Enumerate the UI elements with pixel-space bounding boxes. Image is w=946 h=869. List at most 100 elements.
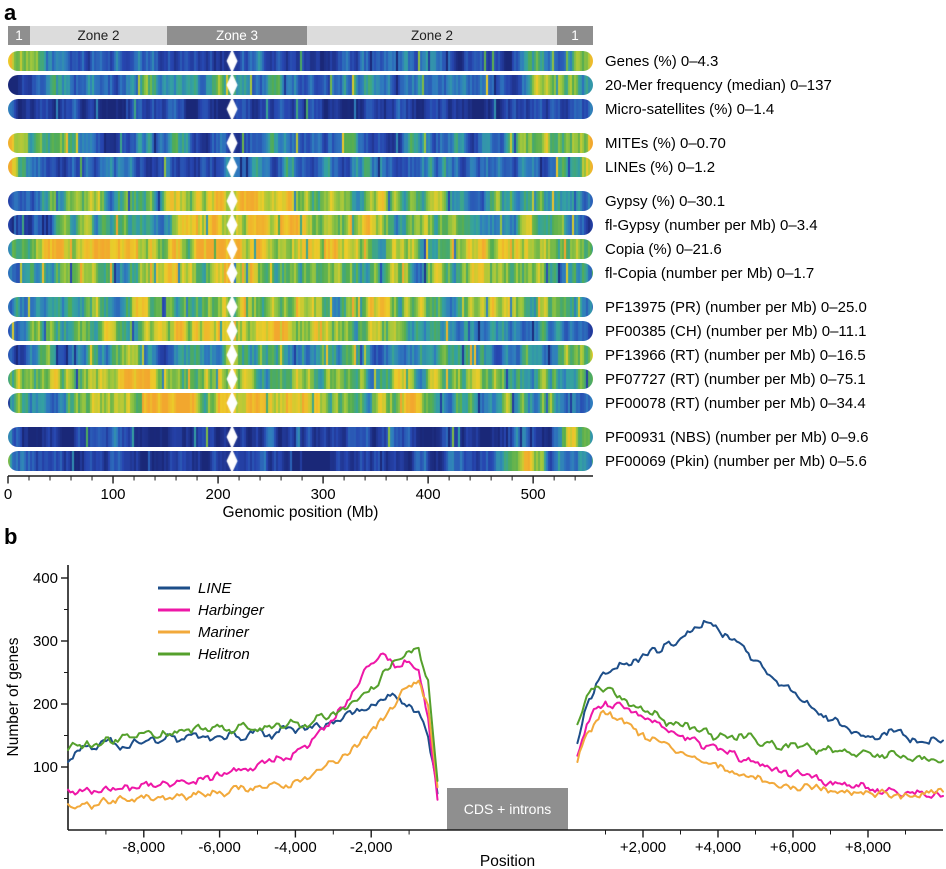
heatmap-canvas xyxy=(8,393,593,413)
heatmap-track xyxy=(8,369,593,389)
heatmap-track xyxy=(8,321,593,341)
heatmap-track xyxy=(8,297,593,317)
heatmap-canvas xyxy=(8,75,593,95)
track-row: PF13975 (PR) (number per Mb) 0–25.0 xyxy=(8,297,946,317)
heatmap-canvas xyxy=(8,345,593,365)
series-line-harbinger xyxy=(576,700,944,799)
x-tick-label: -2,000 xyxy=(350,839,393,856)
heatmap-track xyxy=(8,133,593,153)
track-label: PF00069 (Pkin) (number per Mb) 0–5.6 xyxy=(605,452,867,470)
heatmap-canvas xyxy=(8,99,593,119)
y-tick-label: 200 xyxy=(33,696,58,713)
series-line-helitron xyxy=(576,685,944,764)
track-row: Copia (%) 0–21.6 xyxy=(8,239,946,259)
track-row: PF07727 (RT) (number per Mb) 0–75.1 xyxy=(8,369,946,389)
track-label: PF00931 (NBS) (number per Mb) 0–9.6 xyxy=(605,428,869,446)
heatmap-canvas xyxy=(8,321,593,341)
zone-segment: Zone 2 xyxy=(306,26,557,45)
y-tick-label: 400 xyxy=(33,570,58,587)
zone-segment: 1 xyxy=(556,26,593,45)
series-line-mariner xyxy=(67,679,439,810)
heatmap-canvas xyxy=(8,263,593,283)
track-label: Micro-satellites (%) 0–1.4 xyxy=(605,100,775,118)
track-row: MITEs (%) 0–0.70 xyxy=(8,133,946,153)
track-row: fl-Copia (number per Mb) 0–1.7 xyxy=(8,263,946,283)
heatmap-track xyxy=(8,191,593,211)
heatmap-canvas xyxy=(8,215,593,235)
heatmap-track xyxy=(8,75,593,95)
track-label: MITEs (%) 0–0.70 xyxy=(605,134,726,152)
heatmap-track xyxy=(8,451,593,471)
track-row: Genes (%) 0–4.3 xyxy=(8,51,946,71)
cds-introns-box xyxy=(447,788,568,830)
legend-label: Mariner xyxy=(198,624,250,641)
mb-tick-label: 200 xyxy=(206,486,231,503)
heatmap-canvas xyxy=(8,297,593,317)
mb-tick-label: 300 xyxy=(311,486,336,503)
cds-introns-label: CDS + introns xyxy=(464,801,552,817)
legend-label: Helitron xyxy=(198,646,250,663)
mb-tick-label: 0 xyxy=(4,486,12,503)
genomic-axis-title: Genomic position (Mb) xyxy=(222,504,379,521)
heatmap-canvas xyxy=(8,191,593,211)
x-tick-label: +8,000 xyxy=(845,839,891,856)
track-label: PF07727 (RT) (number per Mb) 0–75.1 xyxy=(605,370,866,388)
series-line-line xyxy=(67,692,439,795)
track-row: PF00931 (NBS) (number per Mb) 0–9.6 xyxy=(8,427,946,447)
track-row: fl-Gypsy (number per Mb) 0–3.4 xyxy=(8,215,946,235)
series-line-harbinger xyxy=(67,652,439,801)
mb-tick-label: 400 xyxy=(416,486,441,503)
series-line-helitron xyxy=(67,646,439,782)
heatmap-track xyxy=(8,51,593,71)
track-label: Genes (%) 0–4.3 xyxy=(605,52,719,70)
panel-a-label: a xyxy=(4,0,17,25)
track-row: Micro-satellites (%) 0–1.4 xyxy=(8,99,946,119)
heatmap-canvas xyxy=(8,51,593,71)
track-label: fl-Gypsy (number per Mb) 0–3.4 xyxy=(605,216,818,234)
heatmap-canvas xyxy=(8,427,593,447)
heatmap-canvas xyxy=(8,157,593,177)
y-tick-label: 100 xyxy=(33,759,58,776)
x-tick-label: -6,000 xyxy=(198,839,241,856)
panel-b-label: b xyxy=(4,524,18,549)
track-label: PF00385 (CH) (number per Mb) 0–11.1 xyxy=(605,322,867,340)
track-label: PF00078 (RT) (number per Mb) 0–34.4 xyxy=(605,394,866,412)
heatmap-track xyxy=(8,99,593,119)
x-tick-label: +4,000 xyxy=(695,839,741,856)
heatmap-track xyxy=(8,427,593,447)
y-tick-label: 300 xyxy=(33,633,58,650)
x-tick-label: +6,000 xyxy=(770,839,816,856)
track-label: PF13975 (PR) (number per Mb) 0–25.0 xyxy=(605,298,867,316)
heatmap-track xyxy=(8,393,593,413)
track-row: PF00385 (CH) (number per Mb) 0–11.1 xyxy=(8,321,946,341)
zone-segment: Zone 2 xyxy=(29,26,167,45)
heatmap-canvas xyxy=(8,451,593,471)
heatmap-canvas xyxy=(8,369,593,389)
track-label: PF13966 (RT) (number per Mb) 0–16.5 xyxy=(605,346,866,364)
track-row: PF13966 (RT) (number per Mb) 0–16.5 xyxy=(8,345,946,365)
zone-segment: 1 xyxy=(8,26,30,45)
gene-distance-chart: CDS + introns 100 200 300 400 -8,000 -6,000 -4,… xyxy=(5,565,944,869)
x-axis-title: Position xyxy=(480,853,535,869)
series-line-mariner xyxy=(576,709,944,800)
mb-tick-label: 500 xyxy=(521,486,546,503)
y-axis-title: Number of genes xyxy=(5,637,22,756)
x-tick-label: +2,000 xyxy=(620,839,666,856)
heatmap-track xyxy=(8,215,593,235)
track-row: LINEs (%) 0–1.2 xyxy=(8,157,946,177)
mb-tick-label: 100 xyxy=(101,486,126,503)
x-tick-label: -4,000 xyxy=(274,839,317,856)
track-row: Gypsy (%) 0–30.1 xyxy=(8,191,946,211)
heatmap-track xyxy=(8,345,593,365)
track-label: LINEs (%) 0–1.2 xyxy=(605,158,716,176)
heatmap-track xyxy=(8,157,593,177)
heatmap-track xyxy=(8,263,593,283)
legend-label: Harbinger xyxy=(198,602,265,619)
track-row: 20-Mer frequency (median) 0–137 xyxy=(8,75,946,95)
track-label: 20-Mer frequency (median) 0–137 xyxy=(605,76,832,94)
heatmap-canvas xyxy=(8,133,593,153)
track-label: Gypsy (%) 0–30.1 xyxy=(605,192,726,210)
